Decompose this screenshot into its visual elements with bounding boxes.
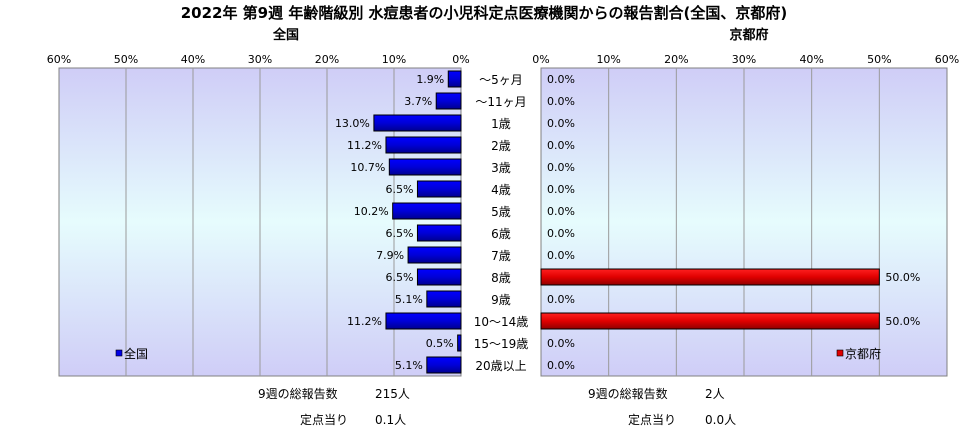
age-category-label: ～5ヶ月 [479, 73, 523, 87]
national-bar [407, 246, 462, 264]
kyoto-data-label: 0.0% [547, 139, 575, 152]
national-per-site-label: 定点当り [300, 413, 349, 427]
kyoto-bar [540, 312, 880, 330]
national-bar [385, 312, 462, 330]
national-data-label: 6.5% [385, 227, 413, 240]
kyoto-tick-label: 50% [867, 53, 891, 66]
national-data-label: 5.1% [395, 359, 423, 372]
national-data-label: 13.0% [335, 117, 370, 130]
national-bar [447, 70, 462, 88]
age-category-label: 4歳 [491, 183, 511, 197]
national-bar [416, 268, 462, 286]
national-bar [457, 334, 462, 352]
age-category-label: 9歳 [491, 293, 511, 307]
national-tick-label: 40% [181, 53, 205, 66]
national-legend-label: 全国 [124, 346, 148, 361]
national-data-label: 11.2% [347, 315, 382, 328]
kyoto-data-label: 50.0% [885, 315, 920, 328]
national-reports-label: 9週の総報告数 [258, 387, 338, 401]
national-panel-title: 全国 [272, 27, 299, 43]
national-bar [426, 356, 462, 374]
national-data-label: 3.7% [404, 95, 432, 108]
kyoto-data-label: 0.0% [547, 73, 575, 86]
national-tick-label: 0% [452, 53, 469, 66]
chart-title: 2022年 第9週 年齢階級別 水痘患者の小児科定点医療機関からの報告割合(全国… [181, 4, 788, 22]
kyoto-data-label: 0.0% [547, 293, 575, 306]
kyoto-reports-value: 2人 [705, 387, 725, 401]
age-category-label: 6歳 [491, 227, 511, 241]
age-category-label: 1歳 [491, 117, 511, 131]
kyoto-data-label: 0.0% [547, 227, 575, 240]
national-bar [385, 136, 462, 154]
kyoto-tick-label: 60% [935, 53, 959, 66]
national-data-label: 5.1% [395, 293, 423, 306]
kyoto-per-site-value: 0.0人 [705, 413, 737, 427]
age-category-label: ～11ヶ月 [475, 95, 526, 109]
kyoto-data-label: 0.0% [547, 95, 575, 108]
national-tick-label: 30% [248, 53, 272, 66]
national-tick-label: 60% [47, 53, 71, 66]
kyoto-data-label: 0.0% [547, 117, 575, 130]
national-data-label: 10.2% [354, 205, 389, 218]
kyoto-tick-label: 20% [664, 53, 688, 66]
kyoto-reports-label: 9週の総報告数 [588, 387, 668, 401]
age-category-label: 15～19歳 [474, 337, 529, 351]
kyoto-data-label: 0.0% [547, 359, 575, 372]
kyoto-legend-swatch [836, 349, 844, 357]
kyoto-data-label: 50.0% [885, 271, 920, 284]
kyoto-tick-label: 30% [732, 53, 756, 66]
national-bar [392, 202, 462, 220]
national-tick-label: 20% [315, 53, 339, 66]
national-data-label: 1.9% [416, 73, 444, 86]
kyoto-data-label: 0.0% [547, 337, 575, 350]
national-bar [435, 92, 462, 110]
national-data-label: 10.7% [350, 161, 385, 174]
age-category-label: 5歳 [491, 205, 511, 219]
national-data-label: 0.5% [426, 337, 454, 350]
kyoto-data-label: 0.0% [547, 249, 575, 262]
national-bar [416, 224, 462, 242]
kyoto-bar [540, 268, 880, 286]
age-category-label: 2歳 [491, 139, 511, 153]
national-bar [426, 290, 462, 308]
national-bar [388, 158, 462, 176]
kyoto-data-label: 0.0% [547, 205, 575, 218]
national-per-site-value: 0.1人 [375, 413, 407, 427]
national-data-label: 6.5% [385, 183, 413, 196]
kyoto-per-site-label: 定点当り [628, 413, 677, 427]
national-bar [416, 180, 462, 198]
national-tick-label: 50% [114, 53, 138, 66]
kyoto-tick-label: 0% [532, 53, 549, 66]
national-reports-value: 215人 [375, 387, 410, 401]
national-tick-label: 10% [382, 53, 406, 66]
national-bar [373, 114, 462, 132]
kyoto-legend-label: 京都府 [845, 346, 881, 361]
age-category-label: 20歳以上 [475, 359, 526, 373]
national-legend-swatch [115, 349, 123, 357]
age-category-label: 7歳 [491, 249, 511, 263]
national-data-label: 11.2% [347, 139, 382, 152]
national-data-label: 7.9% [376, 249, 404, 262]
kyoto-tick-label: 40% [799, 53, 823, 66]
kyoto-panel-title: 京都府 [729, 27, 768, 43]
kyoto-data-label: 0.0% [547, 183, 575, 196]
age-category-label: 10～14歳 [474, 315, 529, 329]
kyoto-tick-label: 10% [596, 53, 620, 66]
national-data-label: 6.5% [385, 271, 413, 284]
age-category-label: 3歳 [491, 161, 511, 175]
kyoto-data-label: 0.0% [547, 161, 575, 174]
age-category-label: 8歳 [491, 271, 511, 285]
